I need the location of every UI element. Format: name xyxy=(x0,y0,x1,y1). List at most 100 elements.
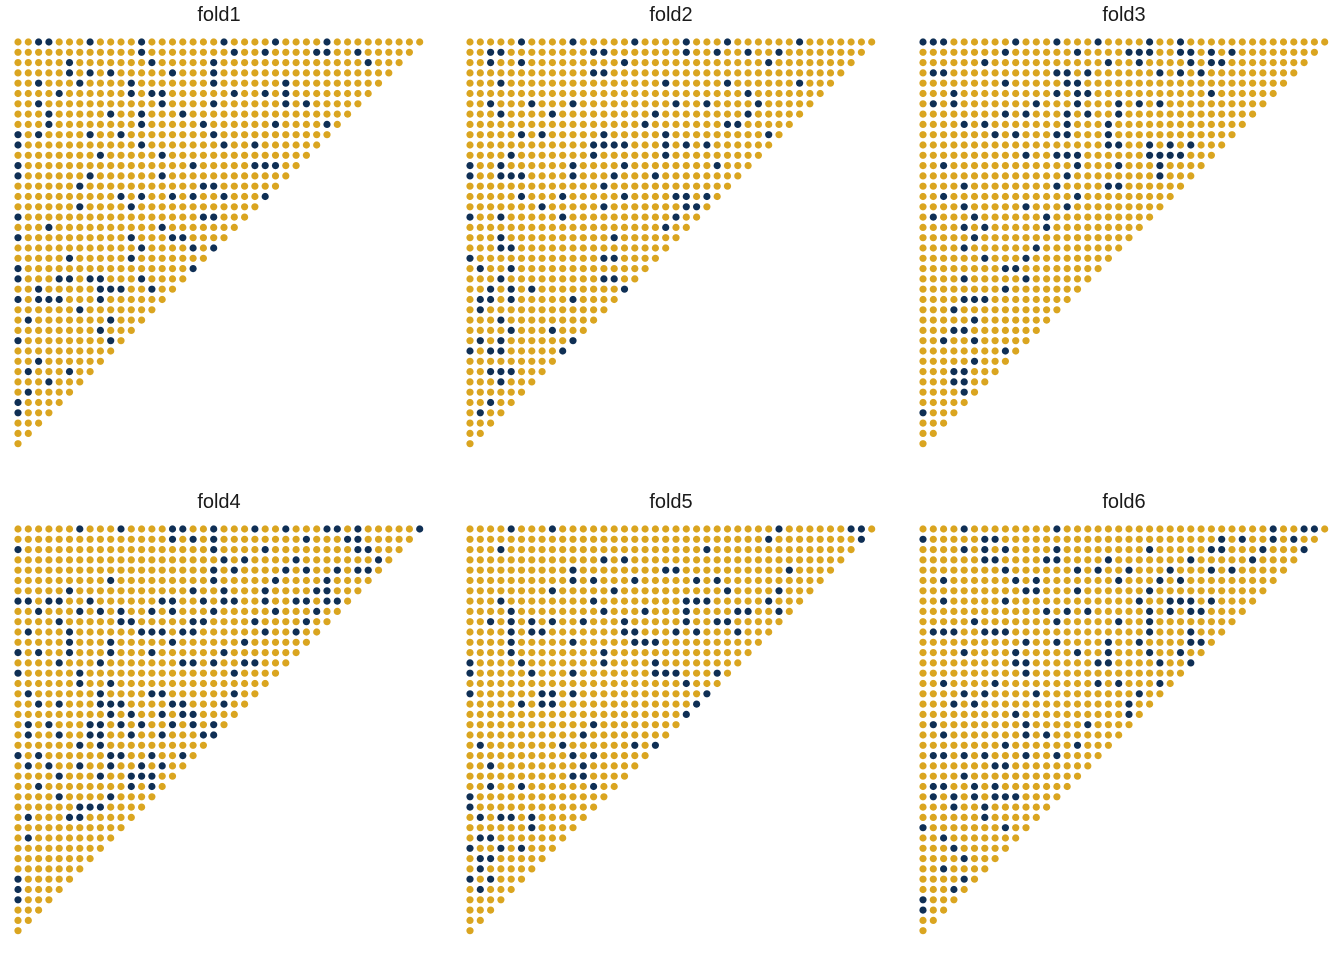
point xyxy=(86,762,94,770)
point xyxy=(107,659,115,667)
point xyxy=(765,110,773,118)
point xyxy=(76,244,84,252)
point xyxy=(14,89,22,98)
point xyxy=(765,38,773,46)
point xyxy=(847,38,855,46)
point xyxy=(1218,628,1226,636)
point xyxy=(528,782,536,791)
point xyxy=(1043,265,1051,273)
highlighted-point xyxy=(693,576,701,585)
point xyxy=(1146,566,1154,574)
highlighted-point xyxy=(517,659,526,667)
point xyxy=(96,597,104,605)
point xyxy=(590,223,598,231)
point xyxy=(24,110,32,118)
point xyxy=(271,89,280,98)
point xyxy=(548,131,556,139)
point xyxy=(230,556,238,564)
point xyxy=(271,100,280,108)
highlighted-point xyxy=(487,347,495,355)
point xyxy=(703,182,711,190)
highlighted-point xyxy=(754,100,762,108)
point xyxy=(682,89,690,98)
point xyxy=(333,535,341,543)
point xyxy=(929,347,937,355)
point xyxy=(672,203,680,211)
highlighted-point xyxy=(158,710,166,718)
highlighted-point xyxy=(950,306,958,314)
point xyxy=(919,172,927,180)
point xyxy=(960,731,968,739)
point xyxy=(344,100,352,108)
point xyxy=(76,110,84,118)
point xyxy=(1290,59,1298,67)
point xyxy=(548,162,556,170)
highlighted-point xyxy=(631,638,639,646)
point xyxy=(1053,597,1061,605)
point xyxy=(168,546,177,554)
point xyxy=(1259,535,1267,543)
point xyxy=(1290,525,1298,533)
point xyxy=(1012,59,1020,67)
point xyxy=(960,700,968,708)
point xyxy=(1104,244,1112,252)
point xyxy=(476,576,484,585)
highlighted-point xyxy=(723,120,732,128)
point xyxy=(765,566,773,574)
point xyxy=(148,275,156,283)
point xyxy=(1228,59,1236,67)
highlighted-point xyxy=(1104,141,1112,149)
point xyxy=(1197,131,1205,139)
point xyxy=(1094,89,1102,98)
point xyxy=(1001,131,1009,139)
point xyxy=(1115,556,1123,564)
point xyxy=(970,731,979,739)
point xyxy=(507,546,515,554)
point xyxy=(1125,638,1133,646)
point xyxy=(754,597,762,605)
point xyxy=(970,69,979,77)
point xyxy=(127,265,135,273)
point xyxy=(1125,69,1133,77)
point xyxy=(950,618,958,626)
highlighted-point xyxy=(1228,48,1236,56)
point xyxy=(127,110,135,118)
point xyxy=(538,162,546,170)
point xyxy=(158,741,166,749)
highlighted-point xyxy=(970,782,979,791)
point xyxy=(940,141,948,149)
point xyxy=(672,151,680,159)
point xyxy=(682,79,690,87)
highlighted-point xyxy=(631,576,639,585)
point xyxy=(117,535,125,543)
point xyxy=(929,587,937,595)
point xyxy=(497,556,505,564)
point xyxy=(960,316,968,324)
point xyxy=(24,896,32,904)
point xyxy=(76,368,84,376)
point xyxy=(1043,793,1051,801)
point xyxy=(991,669,999,677)
point xyxy=(1012,782,1020,791)
point xyxy=(919,741,927,749)
highlighted-point xyxy=(323,597,331,605)
point xyxy=(199,741,207,749)
point xyxy=(651,100,659,108)
point xyxy=(14,38,22,46)
point xyxy=(734,59,742,67)
point xyxy=(476,234,484,242)
point xyxy=(651,69,659,77)
point xyxy=(35,203,43,211)
point xyxy=(65,347,74,355)
point xyxy=(65,576,74,585)
highlighted-point xyxy=(14,597,22,605)
point xyxy=(65,865,74,873)
point xyxy=(569,244,577,252)
point xyxy=(919,855,927,863)
point xyxy=(24,357,32,365)
point xyxy=(620,607,629,615)
highlighted-point xyxy=(14,669,22,677)
point xyxy=(96,834,104,842)
point xyxy=(1001,59,1009,67)
point xyxy=(517,357,526,365)
